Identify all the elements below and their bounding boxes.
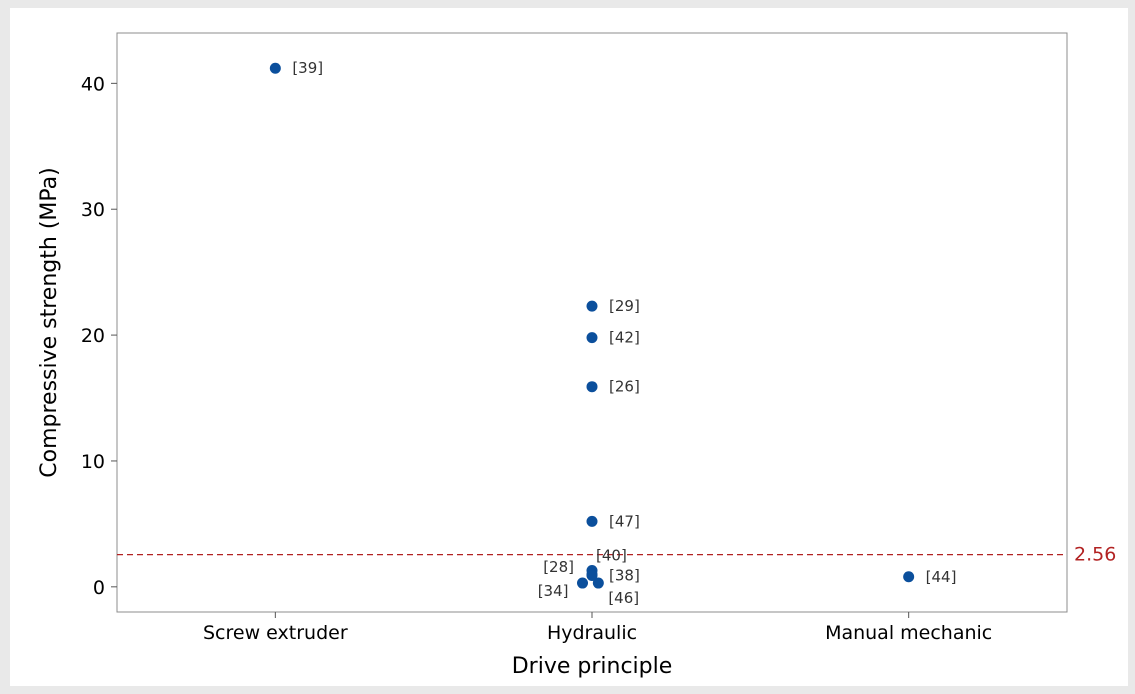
data-point xyxy=(586,569,598,581)
x-axis: Screw extruder Hydraulic Manual mechanic xyxy=(203,612,992,644)
plot-area-frame xyxy=(116,32,1068,613)
data-points xyxy=(269,62,915,589)
x-axis-title: Drive principle xyxy=(512,654,673,679)
data-point xyxy=(586,300,598,312)
data-point xyxy=(577,577,588,589)
data-label: [46] xyxy=(608,589,639,607)
x-tick-label: Hydraulic xyxy=(547,622,637,644)
data-label: [40] xyxy=(596,546,627,564)
data-point xyxy=(586,515,598,527)
y-tick-label: 0 xyxy=(93,577,105,599)
x-tick-label: Manual mechanic xyxy=(825,622,992,644)
y-tick-label: 40 xyxy=(81,73,105,95)
y-tick-label: 10 xyxy=(81,451,105,473)
data-label: [29] xyxy=(609,297,640,315)
data-label: [44] xyxy=(926,568,957,586)
data-labels: [39] [29] [42] [26] [47] [40] [28] [38] [34] [46]… xyxy=(292,59,956,607)
y-tick-label: 30 xyxy=(81,199,105,221)
data-label: [26] xyxy=(609,378,640,396)
data-label: [39] xyxy=(292,59,323,77)
data-label: [42] xyxy=(609,329,640,347)
data-label: [38] xyxy=(609,566,640,584)
data-label: [28] xyxy=(543,558,574,576)
data-point xyxy=(592,577,604,589)
data-point xyxy=(903,571,915,583)
reference-line-label: 2.56 xyxy=(1074,544,1116,566)
data-label: [34] xyxy=(538,582,569,600)
y-axis-title: Compressive strength (MPa) xyxy=(37,167,62,477)
y-tick-label: 20 xyxy=(81,325,105,347)
x-tick-label: Screw extruder xyxy=(203,622,348,644)
data-label: [47] xyxy=(609,512,640,530)
data-point xyxy=(586,381,598,393)
data-point xyxy=(269,62,281,74)
reference-line-group: 2.56 xyxy=(117,544,1116,566)
y-axis: 0 10 20 30 40 xyxy=(81,73,117,599)
data-point xyxy=(586,332,598,344)
